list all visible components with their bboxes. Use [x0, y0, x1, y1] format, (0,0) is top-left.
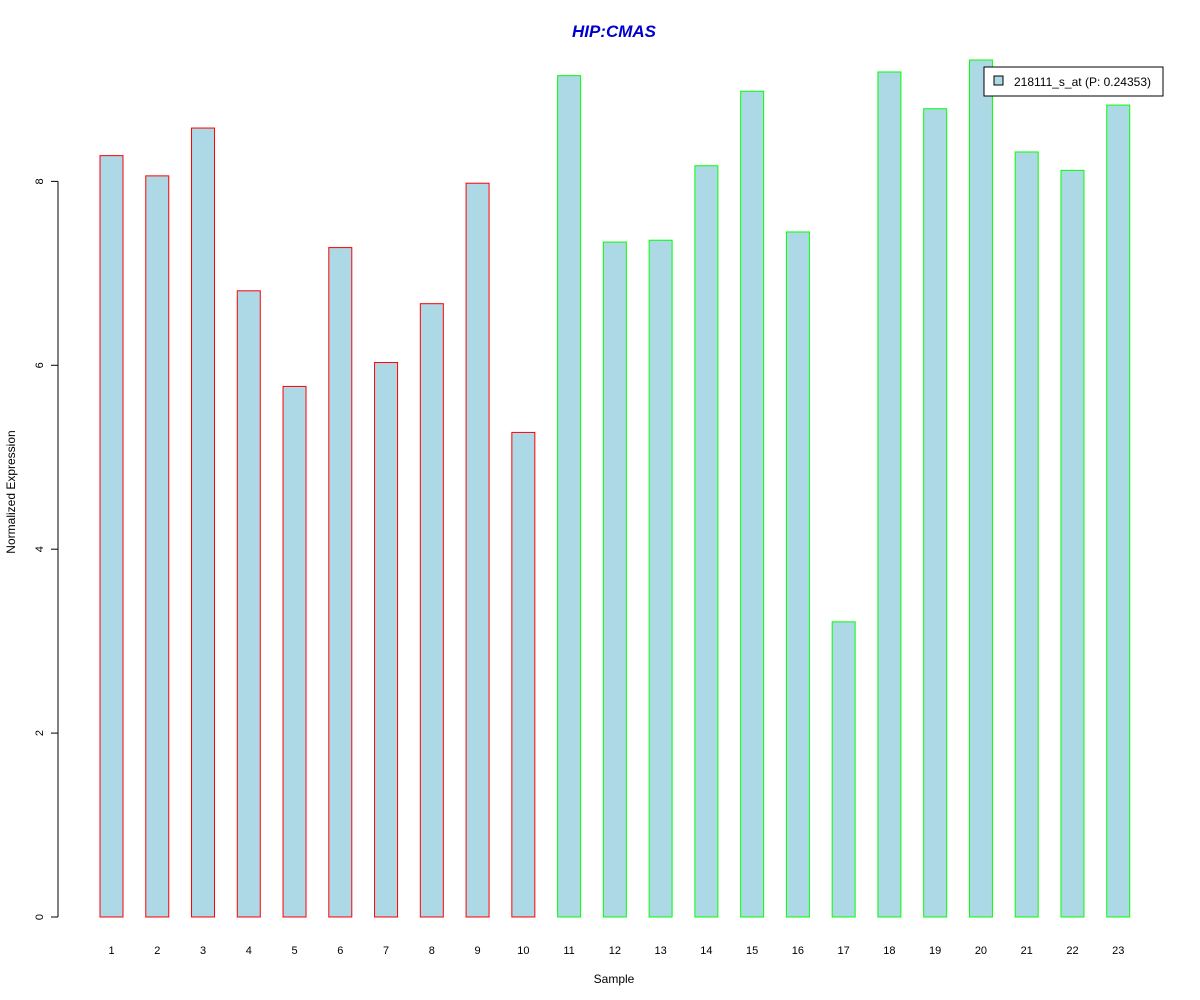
x-tick-label: 13 — [654, 945, 666, 957]
bar-sample-15 — [740, 90, 765, 918]
bar-sample-12 — [602, 241, 627, 918]
x-tick-label: 5 — [291, 945, 297, 957]
bar-sample-19 — [923, 108, 948, 918]
x-tick-label: 6 — [337, 945, 343, 957]
bar-sample-16 — [785, 231, 810, 918]
bar-sample-11 — [557, 75, 582, 918]
x-tick-label: 21 — [1021, 945, 1033, 957]
y-tick-label: 0 — [34, 914, 46, 920]
bar-sample-10 — [511, 431, 536, 918]
x-tick-label: 11 — [563, 945, 574, 957]
x-tick-label: 17 — [838, 945, 850, 957]
bar-sample-18 — [877, 71, 902, 918]
y-axis-label: Normalized Expression — [4, 430, 18, 553]
x-tick-label: 1 — [108, 945, 114, 957]
x-tick-label: 19 — [929, 945, 941, 957]
bar-sample-23 — [1106, 104, 1131, 918]
bar-sample-13 — [648, 239, 673, 918]
y-tick-label: 4 — [34, 546, 46, 552]
bar-sample-2 — [145, 175, 170, 918]
bar-sample-4 — [236, 290, 261, 918]
x-tick-label: 12 — [609, 945, 621, 957]
legend: 218111_s_at (P: 0.24353) — [983, 66, 1164, 97]
x-tick-label: 20 — [975, 945, 987, 957]
x-tick-label: 14 — [700, 945, 712, 957]
x-axis-label: Sample — [594, 972, 635, 986]
bar-sample-21 — [1014, 151, 1039, 918]
x-tick-label: 7 — [383, 945, 389, 957]
x-tick-label: 22 — [1066, 945, 1078, 957]
x-axis-tick-labels: 1 2 3 4 5 6 7 8 9 10 11 12 13 14 15 16 17 18 19 20 21 22 23 — [108, 945, 1124, 957]
x-tick-label: 16 — [792, 945, 804, 957]
bar-sample-8 — [419, 303, 444, 918]
chart-title: HIP:CMAS — [572, 22, 657, 41]
x-tick-label: 3 — [200, 945, 206, 957]
bar-sample-6 — [328, 247, 353, 918]
bar-series — [99, 59, 1131, 918]
bar-sample-5 — [282, 385, 307, 918]
bar-sample-20 — [968, 59, 993, 918]
bar-sample-3 — [191, 127, 216, 918]
legend-box — [983, 66, 1164, 97]
y-tick-label: 8 — [34, 178, 46, 184]
x-tick-label: 8 — [429, 945, 435, 957]
x-tick-label: 23 — [1112, 945, 1124, 957]
bar-sample-7 — [374, 362, 399, 918]
bar-sample-22 — [1060, 169, 1085, 918]
legend-swatch — [993, 75, 1004, 86]
bar-sample-17 — [831, 621, 856, 918]
x-tick-label: 4 — [246, 945, 252, 957]
x-tick-label: 9 — [475, 945, 481, 957]
legend-label: 218111_s_at (P: 0.24353) — [1014, 75, 1151, 89]
x-tick-label: 10 — [517, 945, 529, 957]
bar-sample-9 — [465, 182, 490, 918]
y-tick-label: 2 — [34, 730, 46, 736]
x-tick-label: 15 — [746, 945, 758, 957]
x-tick-label: 2 — [154, 945, 160, 957]
bar-sample-1 — [99, 155, 124, 918]
y-tick-label: 6 — [34, 362, 46, 368]
y-axis: 0 2 4 6 8 — [34, 178, 59, 920]
x-tick-label: 18 — [883, 945, 895, 957]
bar-sample-14 — [694, 165, 719, 918]
